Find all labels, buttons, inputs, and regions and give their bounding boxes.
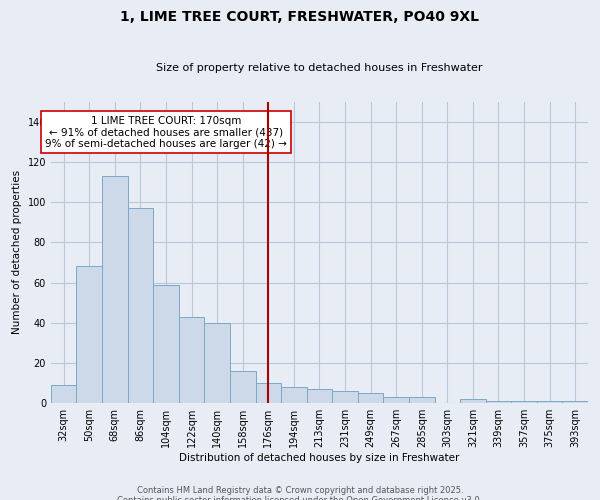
X-axis label: Distribution of detached houses by size in Freshwater: Distribution of detached houses by size … xyxy=(179,453,460,463)
Bar xyxy=(102,176,128,403)
Bar xyxy=(153,284,179,403)
Y-axis label: Number of detached properties: Number of detached properties xyxy=(12,170,22,334)
Bar xyxy=(409,397,434,403)
Text: Contains public sector information licensed under the Open Government Licence v3: Contains public sector information licen… xyxy=(118,496,482,500)
Text: 1, LIME TREE COURT, FRESHWATER, PO40 9XL: 1, LIME TREE COURT, FRESHWATER, PO40 9XL xyxy=(121,10,479,24)
Bar xyxy=(537,401,562,403)
Bar xyxy=(256,383,281,403)
Bar xyxy=(485,401,511,403)
Bar xyxy=(307,389,332,403)
Bar xyxy=(179,316,205,403)
Bar xyxy=(460,399,485,403)
Bar xyxy=(128,208,153,403)
Title: Size of property relative to detached houses in Freshwater: Size of property relative to detached ho… xyxy=(156,63,483,73)
Text: 1 LIME TREE COURT: 170sqm
← 91% of detached houses are smaller (437)
9% of semi-: 1 LIME TREE COURT: 170sqm ← 91% of detac… xyxy=(45,116,287,149)
Text: Contains HM Land Registry data © Crown copyright and database right 2025.: Contains HM Land Registry data © Crown c… xyxy=(137,486,463,495)
Bar xyxy=(332,391,358,403)
Bar xyxy=(76,266,102,403)
Bar xyxy=(383,397,409,403)
Bar xyxy=(511,401,537,403)
Bar xyxy=(358,393,383,403)
Bar xyxy=(230,371,256,403)
Bar xyxy=(562,401,588,403)
Bar xyxy=(281,387,307,403)
Bar xyxy=(51,385,76,403)
Bar xyxy=(205,323,230,403)
